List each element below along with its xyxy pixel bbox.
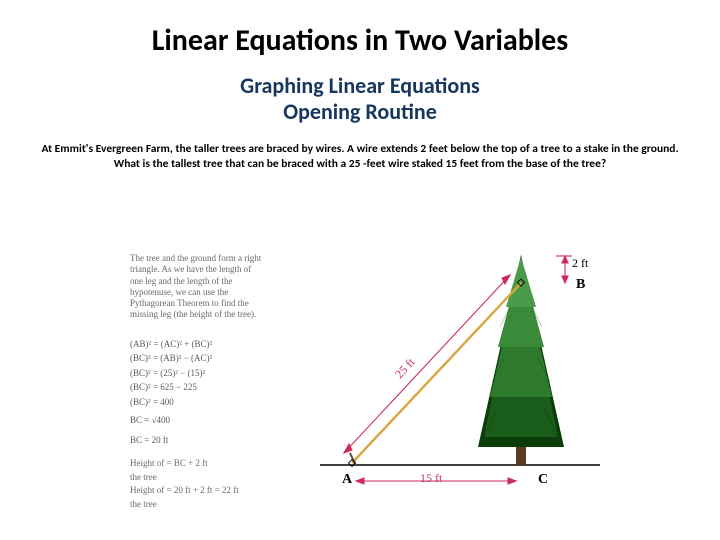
page-subtitle: Graphing Linear Equations Opening Routin… xyxy=(0,73,720,126)
dim-base: 15 ft xyxy=(420,471,442,486)
label-b: B xyxy=(576,277,585,293)
eq-1: (AB)² = (AC)² + (BC)² xyxy=(130,337,265,351)
page-title: Linear Equations in Two Variables xyxy=(0,0,720,59)
diagram-svg xyxy=(320,247,600,507)
subtitle-line-1: Graphing Linear Equations xyxy=(240,72,480,99)
concl-1: Height of = BC + 2 ft xyxy=(130,457,285,471)
conclusion-block: Height of = BC + 2 ft the tree Height of… xyxy=(130,457,285,511)
eq-5: (BC)² = 400 xyxy=(130,395,265,409)
concl-1b: the tree xyxy=(130,471,285,485)
problem-text: At Emmit's Evergreen Farm, the taller tr… xyxy=(40,142,680,173)
equation-block: (AB)² = (AC)² + (BC)² (BC)² = (AB)² − (A… xyxy=(130,337,265,448)
concl-2: Height of = 20 ft + 2 ft = 22 ft xyxy=(130,484,285,498)
eq-6: BC = √400 xyxy=(130,413,265,427)
tree-diagram: A B C 15 ft 25 ft 2 ft xyxy=(320,247,600,507)
worked-figure: The tree and the ground form a right tri… xyxy=(130,247,600,517)
eq-7: BC = 20 ft xyxy=(130,433,265,447)
eq-3: (BC)² = (25)² − (15)² xyxy=(130,366,265,380)
label-c: C xyxy=(538,472,548,488)
label-a: A xyxy=(342,472,352,488)
eq-4: (BC)² = 625 − 225 xyxy=(130,380,265,394)
dim-top: 2 ft xyxy=(572,256,588,271)
concl-2b: the tree xyxy=(130,498,285,512)
subtitle-line-2: Opening Routine xyxy=(283,98,437,125)
explanation-text: The tree and the ground form a right tri… xyxy=(130,253,265,321)
eq-2: (BC)² = (AB)² − (AC)² xyxy=(130,351,265,365)
